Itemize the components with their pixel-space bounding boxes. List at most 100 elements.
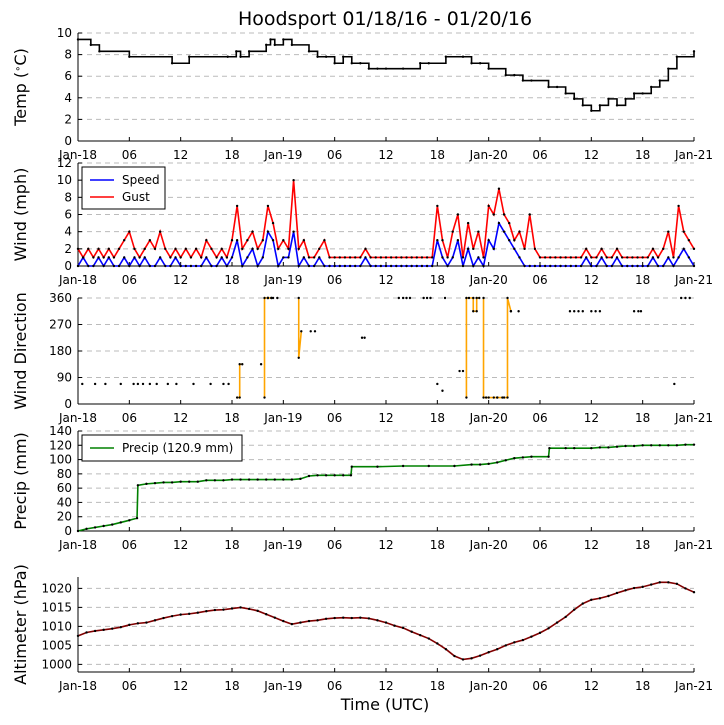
altimeter-series-0-point [324,617,328,620]
altimeter-series-0-point [119,625,122,629]
temp-series-0-point [235,50,238,53]
temp-series-0-point [521,79,525,82]
altimeter-series-0-point [632,586,636,590]
wind-speed-series-speed-point [641,264,644,268]
temp-series-0-point [188,55,191,58]
precip-series-precip-point [658,444,661,447]
precip-series-precip-point [119,521,122,524]
precip-y-tick-label: 0 [64,524,72,538]
wind-speed-series-speed-point [502,230,506,233]
precip-series-precip-point [376,465,379,468]
temp-y-tick-label: 4 [64,91,72,105]
wind-speed-series-speed-point [559,264,562,268]
wind-direction-x-tick-label: 12 [173,411,188,425]
precip-series-precip-point [590,446,593,450]
wind-direction-series-3-point [475,310,478,313]
wind-direction-series-5-point [119,382,122,386]
wind-speed-series-speed-point [451,256,454,259]
figure-title: Hoodsport 01/18/16 - 01/20/16 [238,8,532,30]
wind-speed-series-speed-point [492,247,495,251]
temp-series-0-point [307,50,311,53]
precip-y-tick-label: 140 [49,424,72,438]
wind-speed-series-speed-point [251,247,254,251]
wind-speed-series-speed-point [441,256,444,259]
precip-series-precip-point [93,526,97,529]
wind-speed-series-gust-point [636,256,639,259]
wind-speed-series-gust-point [271,221,275,225]
wind-direction-series-5-point [175,382,178,386]
wind-speed-series-speed-point [605,264,608,268]
precip-series-precip-point [153,481,157,485]
wind-speed-series-speed-point [174,256,177,259]
temp-series-0-point [530,79,533,82]
temp-series-0-point [316,55,319,58]
wind-speed-series-speed-point [133,256,136,259]
wind-speed-series-gust-point [364,247,367,251]
wind-speed-series-gust-point [405,256,408,259]
altimeter-series-0-point [128,623,131,627]
wind-speed-series-gust-point [297,247,300,251]
wind-speed-series-speed-point [76,264,80,268]
wind-speed-series-gust-point [543,256,547,259]
wind-speed-series-gust-point [554,256,557,259]
precip-series-precip-point [573,446,576,450]
wind-speed-series-gust-point [667,230,670,233]
wind-direction-series-4-point [492,396,495,399]
wind-speed-series-gust-point [677,204,680,208]
temp-series-0-point [367,67,371,70]
wind-speed-series-gust-point [359,256,362,259]
wind-speed-series-gust-point [590,256,593,259]
wind-speed-series-gust-point [431,256,434,259]
altimeter-series-0-point [641,585,644,589]
wind-direction-series-5-point [581,310,584,313]
precip-x-tick-label: 12 [173,538,188,552]
wind-speed-series-gust-point [169,256,172,259]
wind-speed-series-gust-point [220,247,223,251]
altimeter-x-tick-label: 06 [327,679,342,693]
precip-series-precip-point [145,482,148,486]
wind-speed-series-gust-point [682,230,685,233]
temp-x-tick-label: 12 [584,148,599,162]
precip-y-tick-label: 120 [49,438,72,452]
wind-direction-series-4-point [487,396,490,399]
wind-speed-x-tick-label: 06 [122,273,137,287]
wind-speed-y-tick-label: 12 [57,156,72,170]
wind-direction-series-5-point [360,336,364,339]
wind-speed-series-speed-point [148,264,152,268]
temp-series-0-point [598,104,602,107]
wind-speed-series-gust-point [179,256,182,259]
altimeter-series-0-point [256,609,259,613]
altimeter-series-0-point [581,602,584,605]
precip-series-precip-point [256,478,259,481]
precip-x-tick-label: 18 [430,538,445,552]
wind-speed-series-speed-point [354,264,357,268]
x-axis-label: Time (UTC) [340,695,429,714]
altimeter-x-tick-label: 12 [584,679,599,693]
temp-series-0-point [478,62,482,65]
altimeter-series-0-point [393,624,396,627]
wind-speed-series-speed-point [348,264,352,268]
wind-speed-series-speed-point [210,264,213,268]
altimeter-series-0-point [162,616,165,620]
temp-y-tick-label: 0 [64,134,72,148]
wind-speed-series-gust-point [328,256,331,259]
altimeter-series-0-point [538,631,542,635]
altimeter-x-tick-label: Jan-21 [674,679,713,693]
wind-speed-series-gust-point [102,256,105,259]
wind-speed-series-speed-point [615,256,619,259]
wind-speed-series-speed-point [672,264,675,268]
wind-speed-series-gust-point [389,256,393,259]
altimeter-series-0-point [607,594,610,598]
precip-series-precip-point [265,478,268,481]
wind-speed-x-tick-label: 12 [584,273,599,287]
wind-speed-x-tick-label: 12 [378,273,393,287]
wind-speed-series-gust-point [395,256,398,259]
wind-speed-series-speed-point [425,264,429,268]
wind-direction-y-tick-label: 360 [49,291,72,305]
wind-speed-series-speed-point [410,264,413,268]
wind-speed-y-tick-label: 10 [57,173,72,187]
wind-speed-series-speed-point [436,239,439,242]
altimeter-series-0-point [461,658,465,661]
wind-speed-series-speed-point [420,264,424,268]
wind-speed-series-gust-point [266,204,270,208]
